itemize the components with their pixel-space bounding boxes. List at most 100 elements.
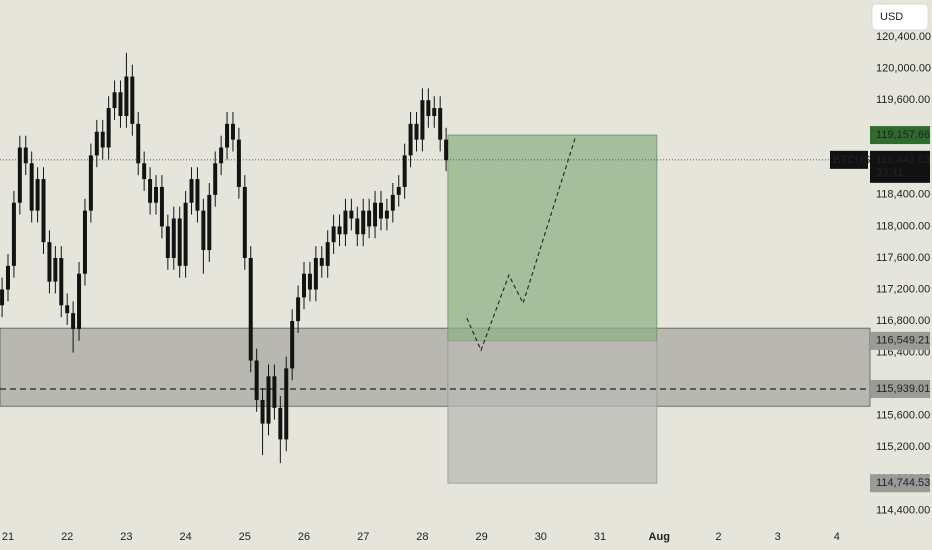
x-tick-label: 22 — [61, 531, 73, 543]
x-tick-label: 2 — [715, 531, 721, 543]
y-tick-label: 117,200.00 — [876, 283, 930, 295]
y-tick-label: 114,400.00 — [876, 504, 930, 516]
candle-body — [236, 139, 241, 187]
candle-body — [444, 139, 449, 161]
x-tick-label: 28 — [416, 531, 428, 543]
candle-body — [426, 100, 431, 116]
candle-body — [94, 131, 99, 156]
candle-body — [88, 155, 93, 211]
candle-body — [343, 210, 348, 235]
candle-body — [29, 163, 34, 211]
candle-body — [349, 210, 354, 219]
candle-body — [384, 210, 389, 219]
candle-body — [77, 273, 82, 329]
candle-body — [302, 273, 307, 298]
y-tick-label: 117,600.00 — [876, 252, 930, 264]
candle-body — [106, 108, 111, 148]
x-tick-label: 4 — [834, 531, 840, 543]
target-label: 119,157.66 — [876, 129, 930, 141]
candle-body — [367, 210, 372, 227]
candle-body — [207, 194, 212, 251]
candle-body — [260, 399, 265, 424]
candle-body — [201, 210, 206, 251]
level-label: 115,939.01 — [876, 383, 930, 395]
candle-body — [47, 242, 52, 282]
candle-body — [242, 186, 247, 258]
candle-body — [171, 218, 176, 258]
candle-body — [195, 179, 200, 211]
candle-body — [177, 218, 182, 266]
candle-body — [82, 210, 87, 274]
candle-body — [319, 257, 324, 266]
candle-body — [183, 202, 188, 266]
symbol-label: BTCUSD — [833, 154, 878, 166]
x-tick-label: 24 — [179, 531, 191, 543]
y-tick-label: 120,000.00 — [876, 63, 931, 75]
candle-body — [307, 273, 312, 290]
candle-body — [266, 376, 271, 424]
candle-body — [154, 186, 159, 203]
candle-body — [213, 163, 218, 195]
entry-label: 116,549.21 — [876, 335, 930, 347]
candle-body — [248, 257, 253, 361]
candle-body — [373, 202, 378, 227]
candle-body — [219, 147, 224, 164]
target-box — [447, 134, 658, 342]
x-tick-label: Aug — [649, 531, 670, 543]
candle-body — [290, 321, 295, 369]
candle-body — [53, 257, 58, 282]
candle-body — [296, 297, 301, 322]
candle-body — [41, 179, 46, 243]
stop-box — [447, 340, 658, 484]
candle-body — [313, 257, 318, 290]
y-tick-label: 115,600.00 — [876, 410, 930, 422]
y-tick-label: 118,400.00 — [876, 189, 930, 201]
candle-body — [225, 123, 230, 148]
candle-body — [100, 131, 105, 148]
candle-body — [402, 155, 407, 187]
candle-body — [142, 163, 147, 180]
candle-body — [0, 289, 5, 306]
entry-label-box — [870, 331, 930, 350]
candle-body — [136, 123, 141, 164]
candle-body — [17, 147, 22, 203]
candle-body — [284, 368, 289, 440]
countdown: 33:41 — [876, 167, 904, 179]
x-tick-label: 31 — [594, 531, 606, 543]
zone — [0, 327, 871, 407]
x-tick-label: 23 — [120, 531, 132, 543]
candle-body — [124, 76, 129, 116]
candle-body — [378, 202, 383, 219]
currency-box[interactable] — [871, 3, 929, 31]
candle-body — [11, 202, 16, 266]
candle-body — [65, 305, 70, 314]
candle-body — [71, 313, 76, 329]
currency[interactable]: USD — [880, 11, 903, 23]
candle-body — [23, 147, 28, 164]
candle-body — [355, 218, 360, 235]
level-label-box — [870, 379, 930, 398]
candle-body — [420, 100, 425, 140]
y-tick-label: 118,000.00 — [876, 220, 930, 232]
candle-body — [390, 194, 395, 211]
candle-body — [278, 407, 283, 440]
candle-body — [396, 186, 401, 195]
candle-body — [325, 242, 330, 266]
symbol-box — [830, 150, 868, 169]
x-tick-label: 30 — [535, 531, 547, 543]
candle-body — [165, 226, 170, 258]
candle-body — [130, 76, 135, 124]
x-tick-label: 21 — [2, 531, 14, 543]
target-label-box — [870, 126, 930, 145]
candle-body — [189, 179, 194, 203]
y-tick-label: 120,400.00 — [876, 31, 931, 43]
current-label: 118,843.63 — [876, 154, 930, 166]
x-tick-label: 27 — [357, 531, 369, 543]
candle-body — [230, 123, 235, 140]
x-tick-label: 29 — [475, 531, 487, 543]
x-tick-label: 26 — [298, 531, 310, 543]
candle-body — [331, 226, 336, 243]
x-tick-label: 25 — [239, 531, 251, 543]
candle-body — [438, 108, 443, 140]
